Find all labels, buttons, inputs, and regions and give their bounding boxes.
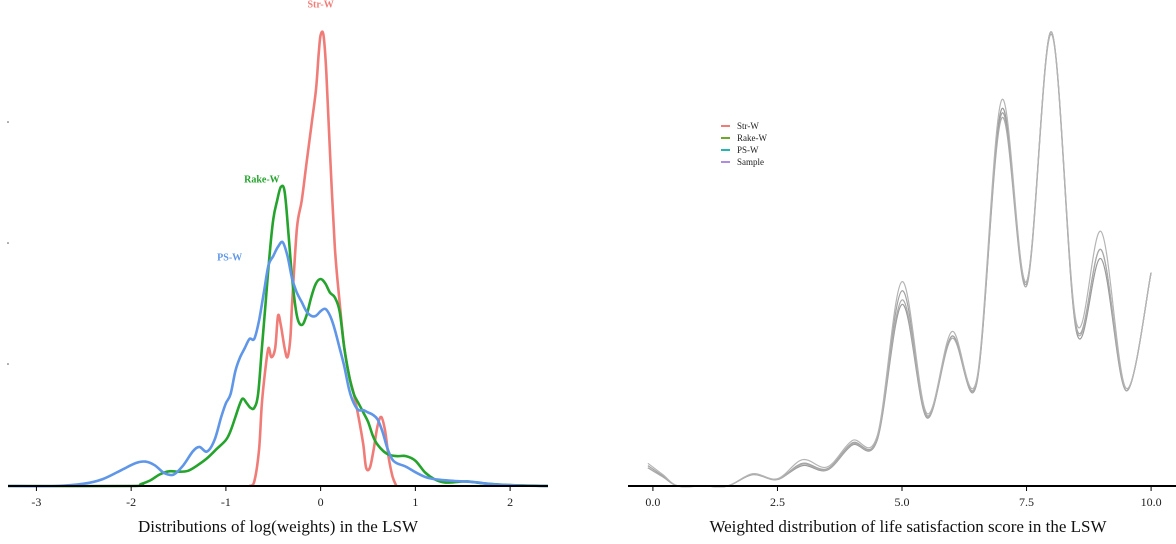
right-caption: Weighted distribution of life satisfacti… bbox=[709, 517, 1107, 536]
right-x-tick-label: 7.5 bbox=[1019, 495, 1034, 509]
annotation-str-w: Str-W bbox=[307, 0, 333, 11]
annotation-rake-w: Rake-W bbox=[244, 174, 280, 185]
right-series-group bbox=[647, 31, 1152, 488]
right-series-line-rake-w bbox=[647, 31, 1152, 488]
y-dot bbox=[7, 121, 9, 123]
left-x-tick-label: 2 bbox=[507, 495, 513, 509]
legend-label: Sample bbox=[737, 157, 764, 167]
right-series-line-sample bbox=[647, 31, 1152, 488]
left-series-group bbox=[7, 30, 549, 488]
left-annotations: Str-W Rake-W PS-W bbox=[217, 0, 334, 264]
legend-label: Str-W bbox=[737, 121, 759, 131]
left-series-line-ps-w bbox=[7, 240, 549, 488]
right-x-tick-label: 10.0 bbox=[1141, 495, 1162, 509]
right-chart: 0.0 2.5 5.0 7.5 10.0 Str-W Rake-W PS-W Sample W… bbox=[628, 31, 1176, 536]
legend: Str-W Rake-W PS-W Sample bbox=[721, 121, 767, 167]
right-x-ticks: 0.0 2.5 5.0 7.5 10.0 bbox=[645, 486, 1162, 509]
annotation-ps-w: PS-W bbox=[217, 253, 242, 264]
left-series-line-str-w bbox=[248, 30, 398, 488]
right-series-line-ps-w bbox=[647, 33, 1152, 488]
left-x-tick-label: 0 bbox=[318, 495, 324, 509]
left-x-tick-label: -3 bbox=[31, 495, 41, 509]
y-dot bbox=[7, 363, 9, 365]
left-caption: Distributions of log(weights) in the LSW bbox=[138, 517, 419, 536]
left-chart: -3 -2 -1 0 1 2 Str-W Rake-W PS-W Distributions … bbox=[7, 0, 549, 536]
left-x-ticks: -3 -2 -1 0 1 2 bbox=[31, 486, 513, 509]
right-x-tick-label: 0.0 bbox=[645, 495, 660, 509]
left-x-tick-label: 1 bbox=[412, 495, 418, 509]
legend-label: PS-W bbox=[737, 145, 759, 155]
right-series-line-str-w bbox=[647, 31, 1152, 488]
right-x-tick-label: 2.5 bbox=[770, 495, 785, 509]
left-series-line-rake-w bbox=[7, 184, 549, 488]
left-x-tick-label: -2 bbox=[126, 495, 136, 509]
y-dot bbox=[7, 242, 9, 244]
right-x-tick-label: 5.0 bbox=[895, 495, 910, 509]
left-x-tick-label: -1 bbox=[221, 495, 231, 509]
legend-label: Rake-W bbox=[737, 133, 767, 143]
